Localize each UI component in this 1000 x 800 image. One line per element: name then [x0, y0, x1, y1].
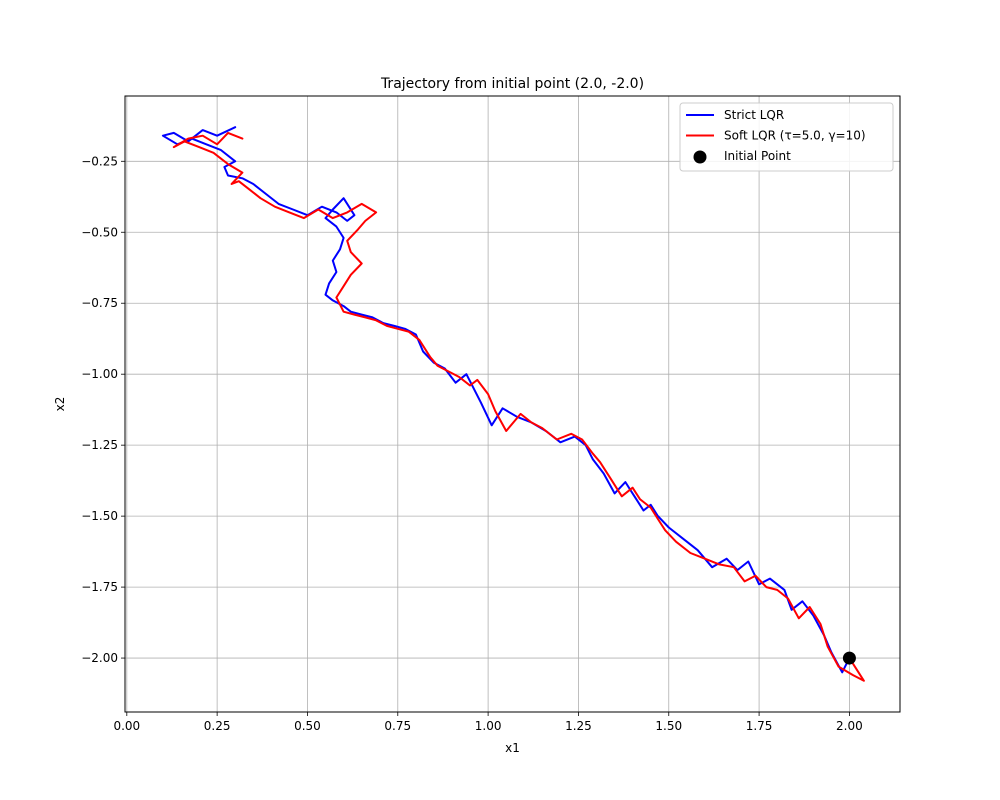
- y-tick-label: −0.75: [81, 296, 118, 310]
- legend-box: [679, 102, 894, 172]
- x-tick-label: 0.25: [204, 719, 231, 733]
- x-tick-label: 1.50: [655, 719, 682, 733]
- legend-entry-label: Initial Point: [724, 149, 791, 163]
- x-tick-label: 0.75: [384, 719, 411, 733]
- x-axis-label: x1: [505, 741, 520, 755]
- y-tick-label: −1.50: [81, 509, 118, 523]
- x-tick-label: 0.00: [113, 719, 140, 733]
- y-tick-label: −0.25: [81, 154, 118, 168]
- legend-entry-label: Soft LQR (τ=5.0, γ=10): [724, 129, 866, 143]
- chart-title: Trajectory from initial point (2.0, -2.0…: [380, 76, 644, 92]
- x-tick-label: 2.00: [836, 719, 863, 733]
- y-tick-label: −0.50: [81, 225, 118, 239]
- x-tick-label: 1.25: [565, 719, 592, 733]
- series-layer: [161, 126, 865, 682]
- x-tick-label: 1.75: [746, 719, 773, 733]
- series-line: [172, 131, 865, 682]
- x-tick-label: 1.00: [475, 719, 502, 733]
- legend: Strict LQR Soft LQR (τ=5.0, γ=10) Initial …: [679, 102, 894, 172]
- grid: [125, 96, 900, 712]
- y-tick-label: −1.25: [81, 438, 118, 452]
- y-axis-label: x2: [53, 397, 67, 412]
- x-axis: 0.00 0.25 0.50 0.75 1.00 1.25 1.50 1.75 2.00: [113, 712, 863, 733]
- y-tick-label: −2.00: [81, 651, 118, 665]
- plot-frame: [124, 95, 901, 713]
- y-tick-label: −1.00: [81, 367, 118, 381]
- initial-point-marker: [842, 651, 856, 665]
- y-tick-label: −1.75: [81, 580, 118, 594]
- legend-swatch: [693, 150, 707, 164]
- legend-entry-label: Strict LQR: [724, 108, 784, 122]
- x-tick-label: 0.50: [294, 719, 321, 733]
- y-axis: −2.00 −1.75 −1.50 −1.25 −1.00 −0.75 −0.50 −0.25: [81, 154, 125, 665]
